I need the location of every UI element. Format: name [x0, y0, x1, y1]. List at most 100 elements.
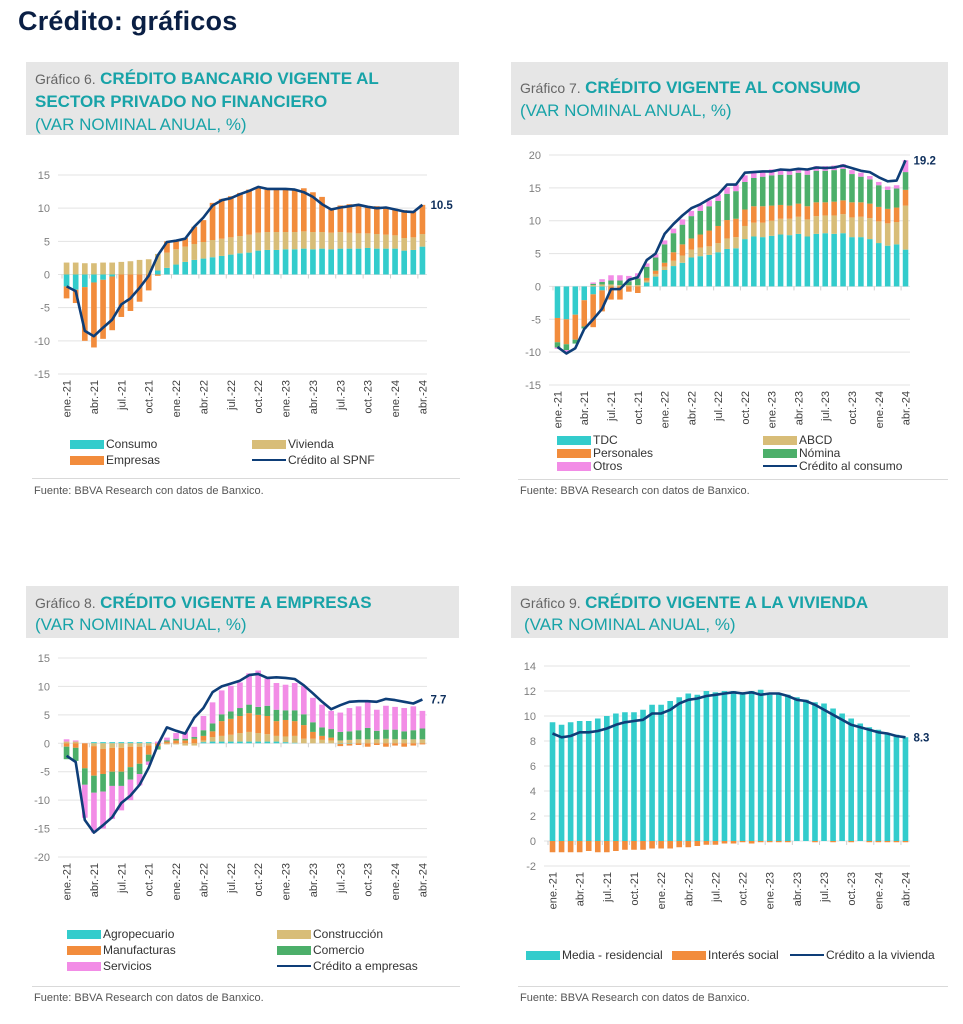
bar-servicios — [392, 706, 398, 730]
bar-inter-s-social — [902, 841, 909, 843]
bar-empresas — [383, 207, 389, 235]
bar-comercio — [237, 708, 243, 716]
last-value-label: 8.3 — [913, 732, 929, 744]
bar-servicios — [291, 683, 298, 711]
line-cr-dito-al-spnf — [66, 185, 424, 338]
x-tick-label: oct.-22 — [738, 872, 750, 906]
bar-otros — [679, 219, 686, 225]
bar-manufacturas — [328, 737, 335, 741]
bar-vivienda — [419, 234, 426, 247]
bar-personales — [875, 206, 882, 222]
bar-personales — [804, 206, 811, 220]
y-tick-label: 5 — [44, 236, 50, 248]
bar-personales — [572, 314, 579, 340]
bar-vivienda — [136, 259, 143, 275]
legend-label: Agropecuario — [103, 927, 175, 941]
bar-tdc — [759, 237, 766, 287]
bar-construcci-n — [218, 735, 225, 742]
y-tick-label: -10 — [34, 336, 50, 348]
x-tick-label: oct.-22 — [740, 391, 752, 425]
bar-construcci-n — [200, 740, 207, 743]
x-tick-label: ene.-22 — [171, 380, 183, 417]
bar-inter-s-social — [712, 841, 719, 845]
bar-abcd — [768, 220, 775, 236]
legend-label: Crédito a empresas — [313, 959, 418, 973]
bar-abcd — [715, 243, 721, 253]
bar-manufacturas — [255, 714, 262, 734]
bar-servicios — [255, 670, 262, 707]
bar-vivienda — [81, 263, 88, 275]
y-tick-label: 14 — [524, 661, 536, 673]
y-tick-label: 6 — [530, 761, 536, 773]
bar-vivienda — [200, 241, 207, 259]
bar-agropecuario — [209, 741, 216, 744]
bar-personales — [652, 270, 659, 274]
bar-n-mina — [724, 193, 730, 221]
bar-construcci-n — [383, 738, 389, 744]
bar-personales — [795, 203, 802, 217]
legend-item-manufacturas: Manufacturas — [67, 943, 176, 957]
bar-tdc — [858, 237, 864, 287]
bar-personales — [858, 202, 864, 217]
bar-servicios — [373, 709, 380, 731]
bar-tdc — [715, 252, 721, 287]
bar-construcci-n — [419, 739, 426, 744]
bar-otros — [563, 350, 570, 353]
bar-inter-s-social — [667, 841, 673, 849]
bar-inter-s-social — [549, 841, 556, 853]
bar-otros — [751, 172, 757, 178]
legend-item-empresas: Empresas — [70, 453, 160, 467]
bar-tdc — [768, 235, 775, 287]
bar-tdc — [733, 248, 739, 287]
bar-n-mina — [768, 175, 775, 206]
bar-consumo — [218, 255, 225, 275]
bar-media-residencial — [703, 691, 710, 841]
bar-manufacturas — [191, 738, 198, 744]
x-tick-label: jul.-21 — [116, 863, 128, 894]
bar-construcci-n — [109, 743, 116, 748]
bar-personales — [697, 234, 704, 248]
bar-manufacturas — [164, 741, 170, 744]
bar-n-mina — [715, 201, 721, 226]
bar-inter-s-social — [875, 841, 882, 843]
bar-n-mina — [893, 188, 900, 208]
bar-comercio — [182, 738, 189, 741]
bar-n-mina — [652, 257, 659, 271]
x-tick-label: oct.-23 — [846, 872, 858, 906]
x-tick-label: jul.-23 — [335, 863, 347, 894]
bar-construcci-n — [282, 736, 289, 743]
x-tick-label: abr.-24 — [417, 380, 429, 414]
bar-inter-s-social — [748, 841, 755, 844]
bar-media-residencial — [730, 691, 737, 841]
bar-personales — [822, 202, 828, 216]
bar-abcd — [858, 216, 864, 238]
bar-servicios — [282, 684, 289, 711]
chart8-plot: -20 -15 -10 -5 0 5 10 15 7.7 ene.-21 abr.-21 jul.-2… — [34, 653, 446, 900]
bar-servicios — [401, 708, 408, 732]
bar-abcd — [652, 273, 659, 277]
y-tick-label: 20 — [529, 150, 541, 162]
bar-tdc — [563, 286, 570, 320]
bar-n-mina — [867, 179, 873, 204]
bar-manufacturas — [401, 743, 408, 747]
bar-media-residencial — [721, 691, 728, 841]
bar-media-residencial — [748, 691, 755, 841]
bar-construcci-n — [91, 743, 97, 747]
chart8-header: Gráfico 8. CRÉDITO VIGENTE A EMPRESAS (V… — [26, 586, 459, 638]
x-tick-label: ene.-22 — [171, 863, 183, 900]
bar-vivienda — [401, 238, 408, 251]
x-tick-label: abr.-21 — [579, 391, 591, 425]
bar-empresas — [346, 204, 353, 233]
bar-comercio — [191, 737, 198, 739]
bar-vivienda — [218, 238, 225, 256]
bar-agropecuario — [282, 742, 289, 744]
bar-construcci-n — [173, 743, 179, 745]
chart8-source: Fuente: BBVA Research con datos de Banxi… — [34, 992, 264, 1004]
bar-construcci-n — [209, 737, 216, 742]
bar-vivienda — [237, 236, 243, 254]
x-tick-label: ene.-23 — [281, 380, 293, 417]
bar-manufacturas — [200, 735, 207, 741]
bar-construcci-n — [273, 735, 280, 742]
legend-label: Crédito al SPNF — [288, 453, 375, 467]
x-tick-label: jul.-21 — [602, 872, 614, 903]
